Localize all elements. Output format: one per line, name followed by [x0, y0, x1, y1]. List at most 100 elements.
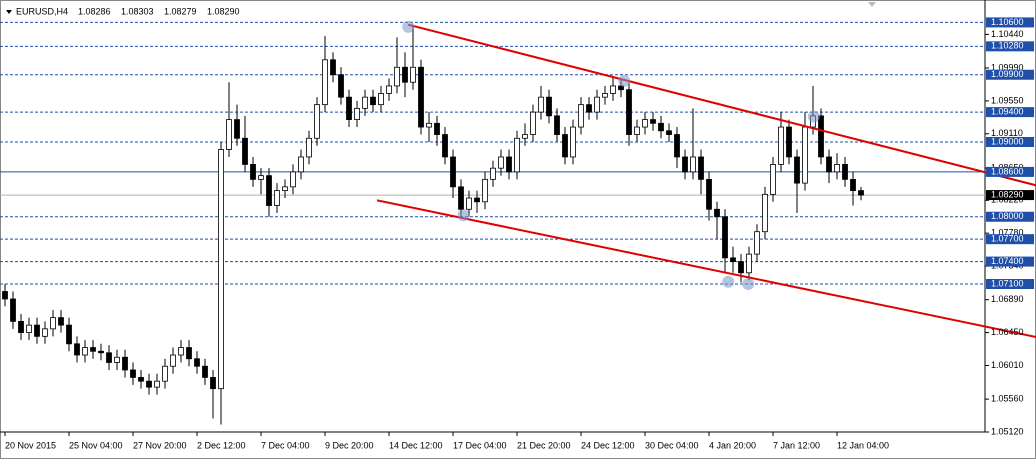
- candle-body: [594, 96, 600, 113]
- candle-body: [498, 156, 504, 169]
- candle-body: [354, 107, 360, 120]
- candle-body: [714, 208, 720, 218]
- candle-body: [314, 104, 320, 139]
- x-tick-label: 7 Jan 12:00: [773, 440, 820, 450]
- touch-point: [722, 275, 735, 288]
- candle-body: [402, 66, 408, 83]
- candle-body: [218, 149, 224, 390]
- candle-body: [426, 122, 432, 128]
- candle-body: [242, 137, 248, 165]
- header-value: 1.08279: [164, 6, 197, 16]
- candle-body: [770, 164, 776, 195]
- candle-body: [106, 352, 112, 363]
- candle-body: [298, 156, 304, 173]
- level-label: 1.07700: [991, 234, 1024, 244]
- plot: [0, 20, 1036, 425]
- candle-body: [530, 111, 536, 135]
- candle-body: [786, 126, 792, 158]
- level-box: [986, 137, 1034, 148]
- candle-body: [290, 171, 296, 188]
- candle-body: [666, 130, 672, 135]
- candle-body: [690, 156, 696, 173]
- candle-body: [546, 96, 552, 117]
- candle-body: [522, 134, 528, 139]
- x-tick-label: 21 Dec 20:00: [517, 440, 571, 450]
- candle-body: [18, 320, 24, 333]
- touch-point: [807, 110, 820, 123]
- candle-body: [626, 89, 632, 135]
- candle-body: [570, 126, 576, 158]
- level-label: 1.08600: [991, 166, 1024, 176]
- candle-body: [154, 380, 160, 388]
- level-box: [986, 166, 1034, 177]
- touch-point: [402, 20, 415, 33]
- candle-body: [186, 347, 192, 360]
- x-tick-label: 14 Dec 12:00: [389, 440, 443, 450]
- candle-body: [474, 197, 480, 203]
- candle-body: [778, 126, 784, 165]
- candle-body: [202, 365, 208, 378]
- candle-body: [682, 156, 688, 173]
- candle-body: [802, 126, 808, 184]
- candle-body: [66, 324, 72, 345]
- candle-body: [458, 186, 464, 210]
- x-tick-label: 25 Nov 04:00: [69, 440, 123, 450]
- candle-body: [122, 356, 128, 371]
- candle-body: [842, 164, 848, 180]
- candle-body: [746, 253, 752, 274]
- candle-body: [162, 365, 168, 382]
- trend-line: [376, 199, 1036, 339]
- header-value: 1.08303: [121, 6, 154, 16]
- candle-body: [538, 96, 544, 113]
- candle-body: [330, 59, 336, 76]
- x-tick-label: 7 Dec 04:00: [261, 440, 310, 450]
- candle-body: [410, 66, 416, 83]
- y-tick-label: 1.06010: [991, 360, 1024, 370]
- candle-body: [610, 85, 616, 94]
- candle-body: [858, 190, 864, 196]
- candle-body: [114, 356, 120, 363]
- candle-body: [346, 96, 352, 120]
- trend-line: [407, 23, 1036, 187]
- level-box: [986, 279, 1034, 290]
- level-label: 1.10280: [991, 41, 1024, 51]
- level-label: 1.07100: [991, 278, 1024, 288]
- x-tick-label: 9 Dec 20:00: [325, 440, 374, 450]
- shift-marker: [868, 2, 876, 7]
- candle-body: [50, 317, 56, 330]
- candle-body: [762, 193, 768, 233]
- candle-body: [674, 134, 680, 158]
- candle-body: [506, 156, 512, 173]
- level-box: [986, 41, 1034, 52]
- candle-body: [178, 347, 184, 356]
- symbol: EURUSD,H4: [16, 6, 68, 16]
- candle-body: [250, 164, 256, 180]
- candle-body: [34, 324, 40, 337]
- y-tick-label: 1.05560: [991, 393, 1024, 403]
- level-label: 1.09000: [991, 136, 1024, 146]
- level-box: [986, 107, 1034, 118]
- candle-body: [82, 347, 88, 356]
- x-tick-label: 12 Jan 04:00: [837, 440, 889, 450]
- candle-body: [826, 156, 832, 173]
- candle-body: [650, 119, 656, 124]
- touch-point: [618, 74, 631, 87]
- candle-body: [378, 93, 384, 106]
- candle-body: [618, 85, 624, 91]
- candle-body: [226, 119, 232, 150]
- menu-arrow: [6, 10, 12, 14]
- level-label: 1.07400: [991, 256, 1024, 266]
- candle-body: [2, 291, 8, 300]
- candle-body: [602, 93, 608, 98]
- header-value: 1.08290: [207, 6, 240, 16]
- candle-body: [386, 85, 392, 94]
- y-tick-label: 1.09110: [991, 128, 1023, 138]
- x-tick-label: 30 Dec 04:00: [645, 440, 699, 450]
- candle-body: [322, 59, 328, 106]
- candle-body: [554, 115, 560, 135]
- candle-body: [418, 66, 424, 128]
- candle-body: [642, 119, 648, 128]
- touch-point: [457, 209, 470, 222]
- y-tick-label: 1.09990: [991, 62, 1024, 72]
- x-tick-label: 2 Dec 12:00: [197, 440, 246, 450]
